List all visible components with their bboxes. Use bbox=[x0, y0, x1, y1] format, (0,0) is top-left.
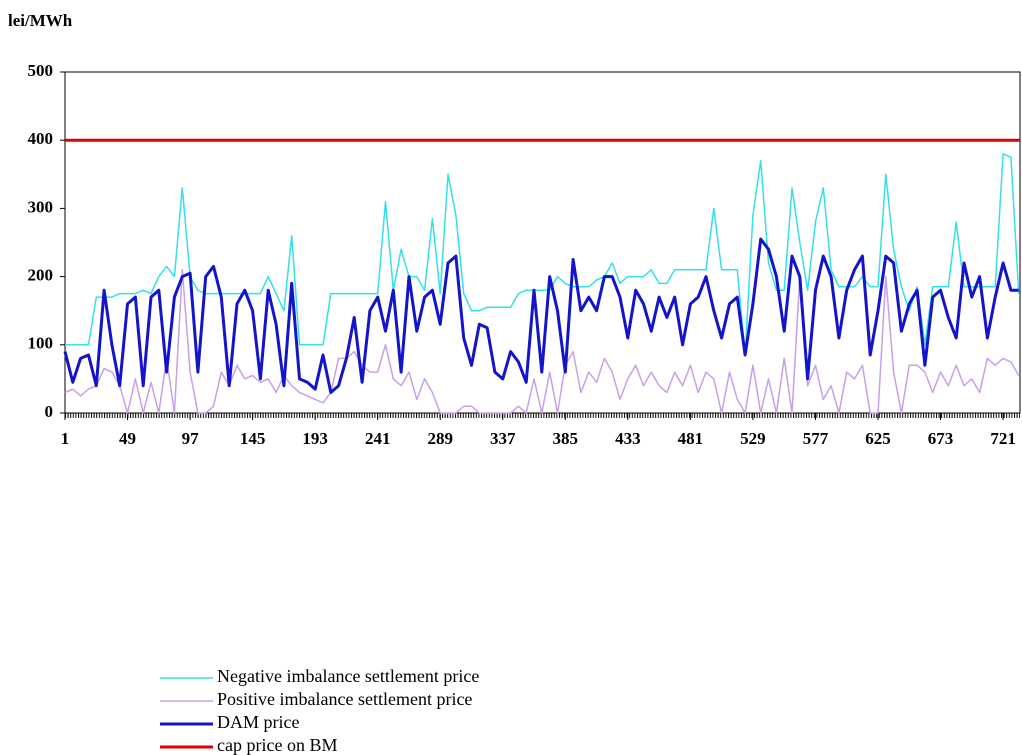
x-tick-label: 193 bbox=[302, 429, 328, 448]
x-tick-label: 577 bbox=[803, 429, 829, 448]
y-axis-label: lei/MWh bbox=[8, 11, 73, 30]
x-tick-label: 145 bbox=[240, 429, 266, 448]
y-tick-label: 500 bbox=[28, 61, 54, 80]
x-tick-label: 289 bbox=[427, 429, 453, 448]
y-tick-label: 100 bbox=[28, 334, 54, 353]
x-tick-label: 529 bbox=[740, 429, 766, 448]
series-line bbox=[64, 269, 1020, 414]
x-tick-label: 481 bbox=[678, 429, 704, 448]
legend-label: cap price on BM bbox=[217, 735, 337, 755]
legend-label: Negative imbalance settlement price bbox=[217, 666, 479, 686]
x-tick-label: 625 bbox=[865, 429, 891, 448]
y-tick-label: 300 bbox=[28, 197, 54, 216]
y-tick-label: 400 bbox=[28, 129, 54, 148]
x-tick-label: 1 bbox=[61, 429, 70, 448]
x-tick-label: 385 bbox=[553, 429, 579, 448]
minor-ticks bbox=[65, 413, 1020, 418]
series-line bbox=[65, 153, 1020, 356]
y-tick-label: 0 bbox=[45, 402, 54, 421]
x-tick-label: 49 bbox=[119, 429, 136, 448]
x-tick-label: 97 bbox=[182, 429, 200, 448]
x-tick-label: 337 bbox=[490, 429, 516, 448]
legend-label: Positive imbalance settlement price bbox=[217, 689, 472, 709]
legend-label: DAM price bbox=[217, 712, 299, 732]
x-tick-label: 721 bbox=[990, 429, 1016, 448]
x-tick-label: 241 bbox=[365, 429, 391, 448]
x-tick-label: 673 bbox=[928, 429, 954, 448]
y-tick-label: 200 bbox=[28, 266, 54, 285]
series-line bbox=[63, 237, 1019, 394]
x-tick-label: 433 bbox=[615, 429, 641, 448]
